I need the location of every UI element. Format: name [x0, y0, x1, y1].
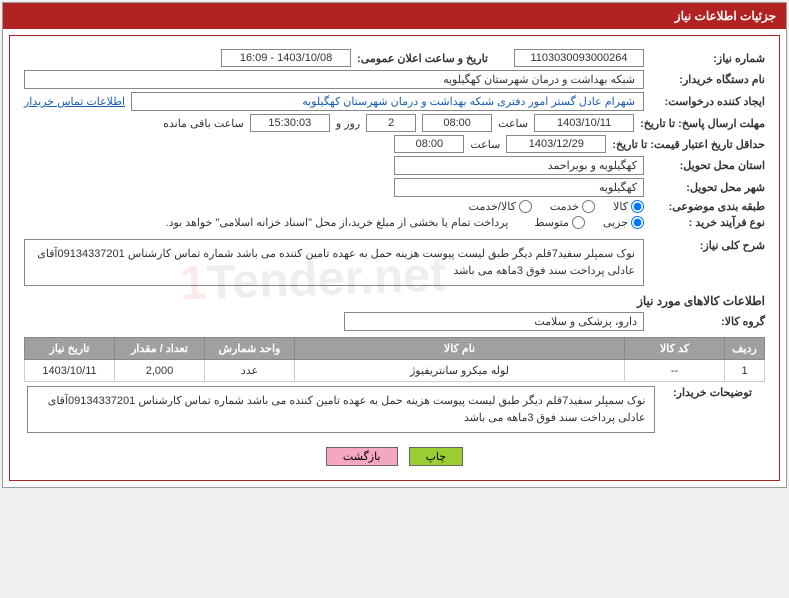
cell-code: --: [625, 360, 725, 382]
th-qty: تعداد / مقدار: [115, 338, 205, 360]
cell-date: 1403/10/11: [25, 360, 115, 382]
radio-cat-goods[interactable]: [631, 200, 644, 213]
field-requester: شهرام عادل گستر امور دفتری شبکه بهداشت و…: [131, 92, 644, 111]
label-hour-2: ساعت: [470, 138, 500, 151]
field-days-left: 2: [366, 114, 416, 132]
label-days-and: روز و: [336, 117, 360, 130]
cell-n: 1: [725, 360, 765, 382]
radio-label-service: خدمت: [550, 200, 579, 213]
field-price-date: 1403/12/29: [506, 135, 606, 153]
panel-title: جزئیات اطلاعات نیاز: [3, 3, 786, 29]
radio-cat-service[interactable]: [582, 200, 595, 213]
field-reply-date: 1403/10/11: [534, 114, 634, 132]
field-need-no: 1103030093000264: [514, 49, 644, 67]
field-city: کهگیلویه: [394, 178, 644, 197]
radio-proc-partial[interactable]: [631, 216, 644, 229]
pay-note: پرداخت تمام یا بخشی از مبلغ خرید،از محل …: [166, 216, 509, 229]
buyer-notes-box: نوک سمپلر سفید7قلم دیگر طبق لیست پیوست ه…: [27, 386, 655, 433]
link-buyer-contact[interactable]: اطلاعات تماس خریدار: [24, 95, 125, 108]
field-price-time: 08:00: [394, 135, 464, 153]
radio-group-process: جزیی متوسط: [534, 216, 644, 229]
cell-name: لوله میکرو سانتریفیوژ: [295, 360, 625, 382]
field-reply-time: 08:00: [422, 114, 492, 132]
notes-row: توضیحات خریدار: نوک سمپلر سفید7قلم دیگر …: [25, 382, 765, 438]
label-category: طبقه بندی موضوعی:: [650, 200, 765, 213]
label-hour-1: ساعت: [498, 117, 528, 130]
print-button[interactable]: چاپ: [409, 447, 464, 466]
field-goods-group: دارو، پزشکی و سلامت: [344, 312, 644, 331]
label-requester: ایجاد کننده درخواست:: [650, 95, 765, 108]
label-deliv-city: شهر محل تحویل:: [650, 181, 765, 194]
radio-proc-medium[interactable]: [572, 216, 585, 229]
radio-group-category: کالا خدمت کالا/خدمت: [469, 200, 644, 213]
field-province: کهگیلویه و بویراحمد: [394, 156, 644, 175]
label-price-valid: حداقل تاریخ اعتبار قیمت: تا تاریخ:: [612, 138, 765, 151]
cell-qty: 2,000: [115, 360, 205, 382]
th-unit: واحد شمارش: [205, 338, 295, 360]
th-row: ردیف: [725, 338, 765, 360]
label-time-left: ساعت باقی مانده: [163, 117, 244, 130]
field-buyer-org: شبکه بهداشت و درمان شهرستان کهگیلویه: [24, 70, 644, 89]
label-goods-group: گروه کالا:: [650, 315, 765, 328]
items-section-title: اطلاعات کالاهای مورد نیاز: [24, 294, 765, 308]
table-row: 1 -- لوله میکرو سانتریفیوژ عدد 2,000 140…: [25, 360, 765, 382]
radio-label-goods: کالا: [613, 200, 628, 213]
label-buyer-notes: توضیحات خریدار:: [663, 386, 763, 399]
back-button[interactable]: بازگشت: [326, 447, 398, 466]
main-panel: جزئیات اطلاعات نیاز شماره نیاز: 11030300…: [2, 2, 787, 488]
radio-label-partial: جزیی: [603, 216, 628, 229]
label-process: نوع فرآیند خرید :: [650, 216, 765, 229]
radio-label-both: کالا/خدمت: [469, 200, 516, 213]
radio-label-medium: متوسط: [534, 216, 569, 229]
items-table: ردیف کد کالا نام کالا واحد شمارش تعداد /…: [24, 337, 765, 437]
field-announce-dt: 1403/10/08 - 16:09: [221, 49, 351, 67]
label-deliv-prov: استان محل تحویل:: [650, 159, 765, 172]
th-name: نام کالا: [295, 338, 625, 360]
radio-cat-both[interactable]: [519, 200, 532, 213]
label-reply-deadline: مهلت ارسال پاسخ: تا تاریخ:: [640, 117, 765, 130]
th-code: کد کالا: [625, 338, 725, 360]
label-announce-dt: تاریخ و ساعت اعلان عمومی:: [357, 52, 488, 65]
field-time-left: 15:30:03: [250, 114, 330, 132]
label-need-desc: شرح کلی نیاز:: [650, 239, 765, 252]
label-need-no: شماره نیاز:: [650, 52, 765, 65]
label-buyer-org: نام دستگاه خریدار:: [650, 73, 765, 86]
th-date: تاریخ نیاز: [25, 338, 115, 360]
need-desc-box: نوک سمپلر سفید7قلم دیگر طبق لیست پیوست ه…: [24, 239, 644, 286]
cell-unit: عدد: [205, 360, 295, 382]
button-bar: چاپ بازگشت: [24, 437, 765, 470]
